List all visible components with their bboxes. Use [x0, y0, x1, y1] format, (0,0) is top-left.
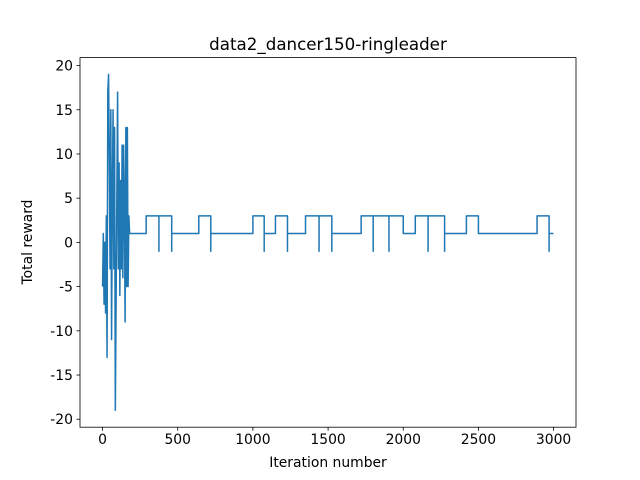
- data-line: [101, 73, 554, 412]
- chart-title: data2_dancer150-ringleader: [209, 34, 447, 55]
- y-axis-label: Total reward: [20, 200, 36, 286]
- x-tick-label: 3000: [536, 432, 571, 448]
- x-tick-label: 1000: [235, 432, 270, 448]
- x-tick-label: 1500: [310, 432, 345, 448]
- x-tick-label: 2000: [386, 432, 421, 448]
- y-tick-label: 10: [55, 147, 73, 163]
- y-tick-label: -10: [50, 324, 73, 340]
- y-tick-label: -20: [50, 412, 73, 428]
- axes-frame: [79, 57, 577, 428]
- x-axis-label: Iteration number: [269, 455, 387, 471]
- y-tick-label: -5: [59, 280, 73, 296]
- y-tick-label: 0: [64, 235, 73, 251]
- y-tick-label: -15: [50, 368, 73, 384]
- x-tick-label: 0: [98, 432, 107, 448]
- y-tick-label: 5: [64, 191, 73, 207]
- x-tick-label: 2500: [461, 432, 496, 448]
- x-tick-label: 500: [164, 432, 191, 448]
- y-tick-label: 15: [55, 103, 73, 119]
- y-tick-label: 20: [55, 59, 73, 75]
